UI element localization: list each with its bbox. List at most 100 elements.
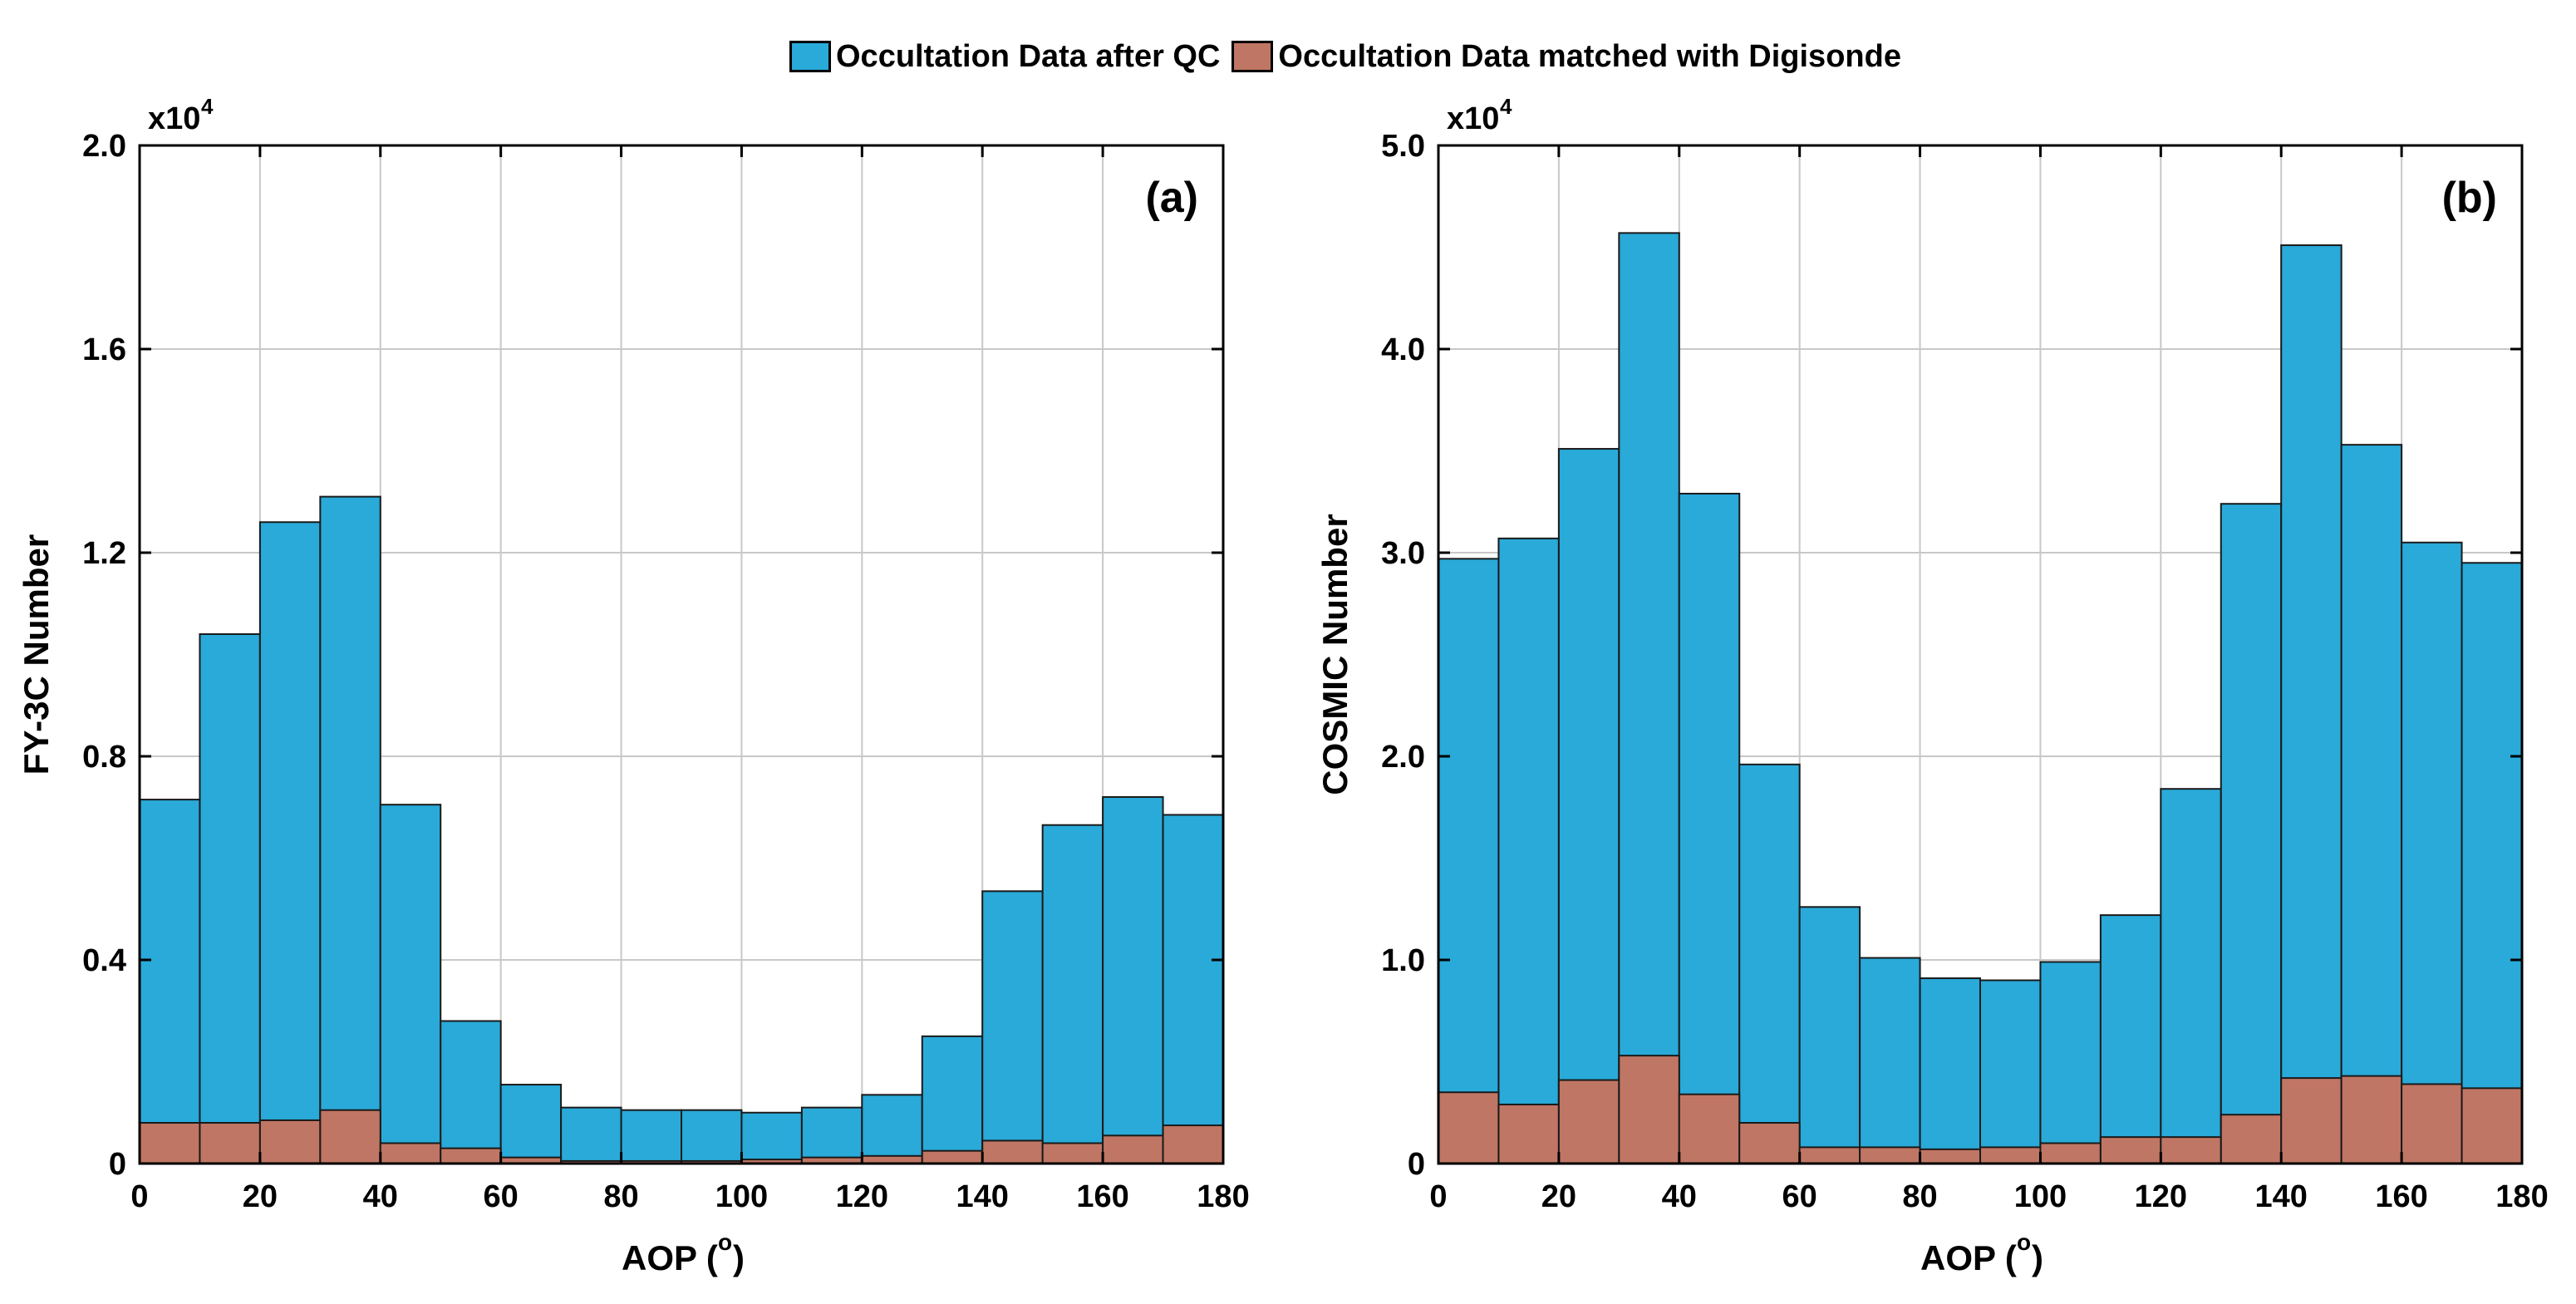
y-tick-label: 4.0 xyxy=(1381,332,1425,367)
y-tick-label: 1.2 xyxy=(82,536,126,571)
bar-after-qc xyxy=(319,495,381,1164)
x-tick-label: 60 xyxy=(484,1179,519,1214)
bar-after-qc xyxy=(1557,448,1620,1164)
bar-after-qc xyxy=(1162,814,1224,1164)
legend-swatch-after-qc xyxy=(789,41,831,72)
bar-after-qc xyxy=(1102,796,1164,1164)
x-tick-label: 60 xyxy=(1782,1179,1817,1214)
x-tick-label: 20 xyxy=(1541,1179,1576,1214)
bar-after-qc xyxy=(2340,444,2403,1164)
legend-label-after-qc: Occultation Data after QC xyxy=(836,38,1221,74)
bar-matched xyxy=(440,1147,502,1164)
x-tick-label: 140 xyxy=(2255,1179,2308,1214)
y-tick-label: 1.6 xyxy=(82,332,126,367)
bar-after-qc xyxy=(2039,961,2102,1164)
x-tick-label: 100 xyxy=(2014,1179,2067,1214)
bar-after-qc xyxy=(681,1109,743,1164)
x-axis-label-degree: o xyxy=(2017,1229,2031,1255)
bar-matched xyxy=(319,1109,381,1164)
x-tick-label: 20 xyxy=(243,1179,278,1214)
bar-matched xyxy=(1919,1148,1982,1164)
bar-matched xyxy=(2280,1077,2342,1164)
bar-matched xyxy=(1618,1055,1680,1165)
bar-after-qc xyxy=(800,1106,863,1164)
bar-after-qc xyxy=(1859,957,1921,1165)
x-axis-label-degree: o xyxy=(718,1229,732,1255)
bar-matched xyxy=(2160,1136,2222,1165)
legend-item-after-qc: Occultation Data after QC xyxy=(789,39,1220,75)
x-axis-label: AOP ( xyxy=(622,1238,718,1277)
x-tick-label: 100 xyxy=(715,1179,768,1214)
y-tick-label: 5.0 xyxy=(1381,129,1425,164)
bar-matched xyxy=(1162,1124,1224,1164)
bar-matched xyxy=(1102,1134,1164,1164)
bar-after-qc xyxy=(379,804,442,1164)
bar-after-qc xyxy=(2160,788,2222,1164)
bar-after-qc xyxy=(1618,232,1680,1165)
bar-after-qc xyxy=(921,1035,984,1164)
bar-matched xyxy=(921,1149,984,1164)
x-tick-label: 120 xyxy=(836,1179,888,1214)
y-tick-label: 3.0 xyxy=(1381,536,1425,571)
x-axis-label-close: ) xyxy=(2032,1238,2043,1277)
x-tick-label: 0 xyxy=(1429,1179,1447,1214)
y-tick-label: 0 xyxy=(109,1147,126,1182)
bar-after-qc xyxy=(560,1106,622,1164)
y-tick-label: 2.0 xyxy=(82,129,126,164)
panel-label: (b) xyxy=(2442,174,2497,222)
x-axis-label: AOP ( xyxy=(1920,1238,2017,1277)
bar-after-qc xyxy=(981,890,1044,1164)
x-tick-label: 0 xyxy=(130,1179,148,1214)
legend: Occultation Data after QC Occultation Da… xyxy=(789,33,1901,80)
bar-matched xyxy=(379,1142,442,1164)
x-tick-label: 40 xyxy=(1662,1179,1697,1214)
y-exponent-power: 4 xyxy=(1500,94,1512,119)
bar-after-qc xyxy=(440,1020,502,1164)
bar-matched xyxy=(1859,1146,1921,1165)
legend-swatch-matched xyxy=(1231,41,1274,72)
x-tick-label: 40 xyxy=(363,1179,398,1214)
bar-after-qc xyxy=(499,1084,563,1164)
bar-matched xyxy=(1438,1091,1500,1164)
bar-matched xyxy=(2401,1083,2463,1164)
legend-item-matched: Occultation Data matched with Digisonde xyxy=(1231,39,1901,75)
bar-matched xyxy=(1678,1093,1741,1164)
y-exponent-label: x10 xyxy=(1447,101,1499,136)
y-exponent-power: 4 xyxy=(201,94,214,119)
bar-after-qc xyxy=(1438,558,1500,1164)
bar-matched xyxy=(1738,1122,1801,1164)
x-axis-label-close: ) xyxy=(733,1238,745,1277)
bar-matched xyxy=(199,1122,261,1164)
x-tick-label: 80 xyxy=(603,1179,638,1214)
axes-box xyxy=(138,144,1225,1165)
bar-after-qc xyxy=(199,633,261,1164)
bar-after-qc xyxy=(1979,979,2042,1164)
bar-after-qc xyxy=(258,521,322,1164)
bar-after-qc xyxy=(2220,503,2283,1164)
x-tick-label: 140 xyxy=(956,1179,1009,1214)
bar-after-qc xyxy=(1497,537,1560,1164)
x-tick-label: 80 xyxy=(1902,1179,1937,1214)
bar-after-qc xyxy=(620,1109,682,1164)
y-tick-label: 0 xyxy=(1408,1147,1425,1182)
panel-a: 0 20 40 60 80 100 120 140 160 180 0 0.4 0.8 1.2 1.6 2.0… xyxy=(17,94,1250,1277)
x-tick-label: 160 xyxy=(1076,1179,1128,1214)
y-exponent-label: x10 xyxy=(148,101,200,136)
bar-after-qc xyxy=(1919,977,1982,1165)
bar-matched xyxy=(2039,1142,2102,1164)
bar-matched xyxy=(1979,1146,2042,1165)
bar-after-qc xyxy=(2460,562,2524,1164)
panel-label: (a) xyxy=(1145,174,1198,222)
bar-matched xyxy=(2099,1136,2162,1165)
bar-matched xyxy=(2340,1075,2403,1165)
bar-matched xyxy=(1497,1103,1560,1164)
bar-after-qc xyxy=(139,799,201,1164)
panel-b: 0 20 40 60 80 100 120 140 160 180 0 1.0 2.0 3.0 4.0 5.0… xyxy=(1315,94,2549,1277)
bar-matched xyxy=(981,1139,1044,1164)
bar-after-qc xyxy=(2401,541,2463,1164)
bar-after-qc xyxy=(1678,492,1741,1164)
y-axis-label: COSMIC Number xyxy=(1315,514,1354,795)
bar-after-qc xyxy=(1798,906,1861,1165)
bar-matched xyxy=(2460,1087,2524,1164)
y-tick-label: 1.0 xyxy=(1381,943,1425,978)
